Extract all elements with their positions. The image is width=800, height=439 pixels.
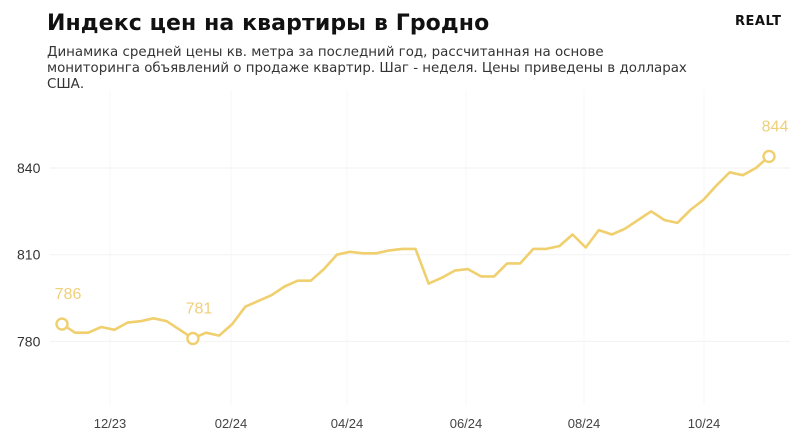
x-tick-label: 04/24 [331,416,364,431]
annotation-label: 781 [186,301,213,318]
price-line [60,155,771,340]
annotation-label: 786 [55,286,82,303]
gridlines [50,90,790,405]
x-tick-label: 02/24 [215,416,248,431]
x-axis: 12/23 02/24 04/24 06/24 08/24 10/24 [94,416,721,431]
annotation-label: 844 [762,118,789,135]
realt-logo: REALT [735,14,782,29]
marker-circle [186,331,200,346]
chart-subtitle: Динамика средней цены кв. метра за после… [47,45,687,92]
annotations: 786 781 844 [55,118,789,346]
y-tick-label: 780 [17,333,41,349]
y-tick-label: 810 [17,247,41,263]
chart-title: Индекс цен на квартиры в Гродно [47,11,490,36]
x-tick-label: 08/24 [568,416,601,431]
y-tick-label: 840 [17,160,41,176]
marker-circle [55,317,69,331]
x-tick-label: 10/24 [688,416,721,431]
x-tick-label: 06/24 [450,416,483,431]
y-axis: 780 810 840 [17,160,41,349]
x-tick-label: 12/23 [94,416,127,431]
marker-circle [762,149,776,164]
